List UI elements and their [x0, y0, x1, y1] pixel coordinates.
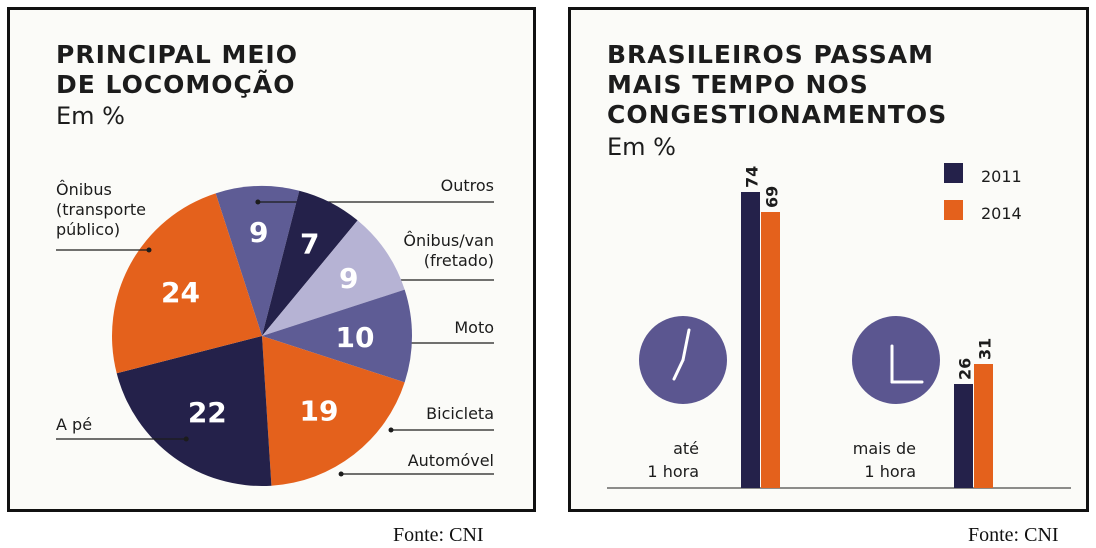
legend-label-2014: 2014	[981, 204, 1022, 223]
legend-label-2011: 2011	[981, 167, 1022, 186]
pie-label-automovel: Automóvel	[408, 451, 494, 470]
pie-title-line-2: DE LOCOMOÇÃO	[56, 70, 296, 99]
pie-chart-unit: Em %	[56, 102, 125, 130]
bar-chart-unit: Em %	[607, 133, 676, 161]
bar-value-label-2011: 26	[956, 358, 975, 380]
bar-value-label-2014: 69	[763, 186, 782, 208]
pie-label-a-pe: A pé	[56, 415, 92, 434]
pie-label-bicicleta: Bicicleta	[426, 404, 494, 423]
clock-hand-minute	[681, 328, 691, 362]
pie-value-outros: 9	[249, 216, 268, 249]
category-label: mais de	[853, 439, 916, 458]
pie-leader-dot-outros	[255, 199, 261, 205]
pie-label-outros: Outros	[441, 176, 494, 195]
pie-slice-automovel	[262, 336, 405, 486]
pie-slice-bicicleta	[262, 289, 413, 383]
pie-title-line-1: PRINCIPAL MEIO	[56, 40, 298, 69]
bar-chart-source: Fonte: CNI	[968, 524, 1059, 546]
bar-chart-title: BRASILEIROS PASSAM MAIS TEMPO NOS CONGES…	[607, 40, 947, 130]
pie-chart-source: Fonte: CNI	[393, 524, 484, 546]
bar-2011	[954, 384, 973, 488]
clock-icon	[852, 316, 940, 404]
bar-chart-panel: BRASILEIROS PASSAM MAIS TEMPO NOS CONGES…	[568, 7, 1089, 512]
pie-slice-moto	[262, 220, 405, 336]
pie-leader-dot-bicicleta	[388, 427, 394, 433]
pie-value-a-pe: 22	[188, 396, 227, 429]
clock-hand-hour	[672, 358, 685, 381]
bar-2011	[741, 192, 760, 488]
category-label-2: 1 hora	[864, 462, 916, 481]
pie-label-onibus-van: Ônibus/van	[403, 231, 494, 250]
pie-leader-dot-a-pe	[183, 436, 189, 442]
pie-value-automovel: 19	[300, 395, 339, 428]
pie-slice-onibus-van	[262, 190, 358, 336]
pie-label-onibus-2: (transporte	[56, 200, 146, 219]
pie-label-onibus-3: público)	[56, 220, 120, 239]
pie-chart: 9 Outros 7 Ônibus/van(fretado) 9 Moto 10 Bicicl…	[56, 176, 494, 486]
pie-chart-title: PRINCIPAL MEIO DE LOCOMOÇÃO	[56, 40, 298, 100]
pie-leader-dot-automovel	[338, 471, 344, 477]
pie-chart-panel: PRINCIPAL MEIO DE LOCOMOÇÃO Em % 9 Outros…	[7, 7, 536, 512]
pie-value-onibus: 24	[161, 276, 200, 309]
pie-slice-onibus	[111, 193, 263, 374]
pie-value-bicicleta: 10	[336, 321, 375, 354]
bar-2014	[974, 364, 993, 488]
bar-title-line-3: CONGESTIONAMENTOS	[607, 100, 948, 129]
pie-slice-a-pe	[116, 336, 272, 486]
pie-leader-dot-onibus	[146, 247, 152, 253]
legend-swatch-2014	[944, 200, 963, 220]
pie-value-onibus-van: 7	[300, 227, 319, 260]
pie-value-moto: 9	[339, 262, 358, 295]
pie-slice-outros	[215, 185, 300, 336]
pie-label-onibus-van-2: (fretado)	[424, 251, 494, 270]
bar-2014	[761, 212, 780, 488]
category-label-2: 1 hora	[647, 462, 699, 481]
category-label: até	[673, 439, 699, 458]
bar-value-label-2011: 74	[743, 166, 762, 188]
pie-label-moto: Moto	[454, 318, 494, 337]
bar-title-line-1: BRASILEIROS PASSAM	[607, 40, 934, 69]
bar-value-label-2014: 31	[976, 338, 995, 360]
pie-label-onibus: Ônibus	[56, 180, 112, 199]
bar-title-line-2: MAIS TEMPO NOS	[607, 70, 869, 99]
legend-swatch-2011	[944, 163, 963, 183]
